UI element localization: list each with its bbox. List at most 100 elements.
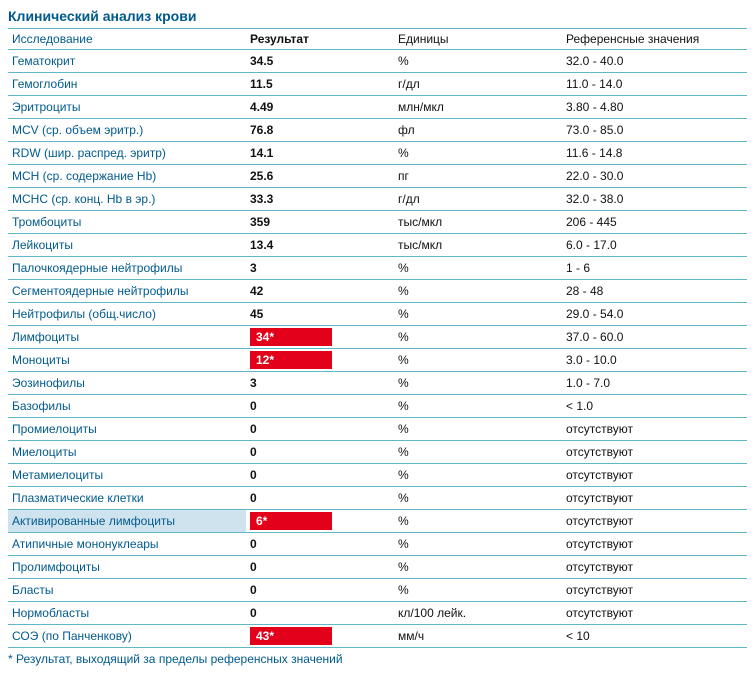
table-row: MCHC (ср. конц. Hb в эр.)33.3г/дл32.0 - …: [8, 188, 747, 211]
cell-result: 6*: [246, 510, 394, 533]
cell-reference: отсутствуют: [562, 533, 747, 556]
cell-reference: 11.0 - 14.0: [562, 73, 747, 96]
cell-result: 0: [246, 464, 394, 487]
col-header-reference: Референсные значения: [562, 29, 747, 50]
table-row: Миелоциты0%отсутствуют: [8, 441, 747, 464]
cell-test-name: Моноциты: [8, 349, 246, 372]
table-row: Метамиелоциты0%отсутствуют: [8, 464, 747, 487]
cell-units: тыс/мкл: [394, 211, 562, 234]
col-header-result: Результат: [246, 29, 394, 50]
cell-result: 33.3: [246, 188, 394, 211]
cell-units: %: [394, 303, 562, 326]
cell-reference: отсутствуют: [562, 441, 747, 464]
cell-units: %: [394, 579, 562, 602]
cell-test-name: Эозинофилы: [8, 372, 246, 395]
table-row: Нейтрофилы (общ.число)45%29.0 - 54.0: [8, 303, 747, 326]
cell-test-name: Эритроциты: [8, 96, 246, 119]
out-of-range-flag: 43*: [250, 627, 332, 645]
cell-result: 34*: [246, 326, 394, 349]
cell-result: 0: [246, 556, 394, 579]
cell-result: 42: [246, 280, 394, 303]
cell-test-name: Плазматические клетки: [8, 487, 246, 510]
cell-units: %: [394, 418, 562, 441]
lab-results-table: Исследование Результат Единицы Референсн…: [8, 28, 747, 648]
table-row: Эритроциты4.49млн/мкл3.80 - 4.80: [8, 96, 747, 119]
cell-test-name: Тромбоциты: [8, 211, 246, 234]
table-row: Гематокрит34.5%32.0 - 40.0: [8, 50, 747, 73]
cell-units: %: [394, 50, 562, 73]
cell-test-name: Метамиелоциты: [8, 464, 246, 487]
cell-reference: 1 - 6: [562, 257, 747, 280]
cell-test-name: Активированные лимфоциты: [8, 510, 246, 533]
table-row: Сегментоядерные нейтрофилы42%28 - 48: [8, 280, 747, 303]
cell-reference: 1.0 - 7.0: [562, 372, 747, 395]
cell-units: %: [394, 395, 562, 418]
cell-reference: 29.0 - 54.0: [562, 303, 747, 326]
table-row: Атипичные мононуклеары0%отсутствуют: [8, 533, 747, 556]
cell-result: 14.1: [246, 142, 394, 165]
cell-test-name: Нейтрофилы (общ.число): [8, 303, 246, 326]
cell-units: %: [394, 487, 562, 510]
cell-test-name: Гематокрит: [8, 50, 246, 73]
cell-result: 11.5: [246, 73, 394, 96]
cell-units: %: [394, 441, 562, 464]
cell-reference: 206 - 445: [562, 211, 747, 234]
table-row: MCV (ср. объем эритр.)76.8фл73.0 - 85.0: [8, 119, 747, 142]
cell-reference: отсутствуют: [562, 487, 747, 510]
table-row: Эозинофилы3%1.0 - 7.0: [8, 372, 747, 395]
cell-units: %: [394, 533, 562, 556]
cell-reference: отсутствуют: [562, 464, 747, 487]
cell-test-name: Промиелоциты: [8, 418, 246, 441]
cell-result: 0: [246, 579, 394, 602]
cell-units: г/дл: [394, 188, 562, 211]
cell-test-name: Сегментоядерные нейтрофилы: [8, 280, 246, 303]
cell-result: 3: [246, 372, 394, 395]
table-row: Лимфоциты34*%37.0 - 60.0: [8, 326, 747, 349]
cell-test-name: Гемоглобин: [8, 73, 246, 96]
cell-result: 0: [246, 395, 394, 418]
cell-units: %: [394, 280, 562, 303]
out-of-range-flag: 34*: [250, 328, 332, 346]
table-row: Пролимфоциты0%отсутствуют: [8, 556, 747, 579]
cell-units: %: [394, 464, 562, 487]
col-header-units: Единицы: [394, 29, 562, 50]
table-header-row: Исследование Результат Единицы Референсн…: [8, 29, 747, 50]
table-row: Базофилы0%< 1.0: [8, 395, 747, 418]
cell-reference: 28 - 48: [562, 280, 747, 303]
cell-test-name: Бласты: [8, 579, 246, 602]
cell-reference: отсутствуют: [562, 418, 747, 441]
cell-result: 25.6: [246, 165, 394, 188]
table-row: Нормобласты0кл/100 лейк.отсутствуют: [8, 602, 747, 625]
cell-test-name: Пролимфоциты: [8, 556, 246, 579]
cell-result: 0: [246, 441, 394, 464]
out-of-range-flag: 12*: [250, 351, 332, 369]
cell-units: кл/100 лейк.: [394, 602, 562, 625]
cell-result: 0: [246, 487, 394, 510]
report-title: Клинический анализ крови: [8, 8, 747, 24]
cell-units: тыс/мкл: [394, 234, 562, 257]
cell-units: мм/ч: [394, 625, 562, 648]
cell-units: %: [394, 372, 562, 395]
cell-result: 0: [246, 418, 394, 441]
cell-reference: 37.0 - 60.0: [562, 326, 747, 349]
cell-reference: 6.0 - 17.0: [562, 234, 747, 257]
table-row: СОЭ (по Панченкову)43*мм/ч< 10: [8, 625, 747, 648]
col-header-name: Исследование: [8, 29, 246, 50]
cell-reference: отсутствуют: [562, 602, 747, 625]
table-row: Плазматические клетки0%отсутствуют: [8, 487, 747, 510]
table-row: Лейкоциты13.4тыс/мкл6.0 - 17.0: [8, 234, 747, 257]
table-row: Бласты0%отсутствуют: [8, 579, 747, 602]
cell-units: г/дл: [394, 73, 562, 96]
cell-test-name: Лейкоциты: [8, 234, 246, 257]
cell-test-name: RDW (шир. распред. эритр): [8, 142, 246, 165]
cell-test-name: MCV (ср. объем эритр.): [8, 119, 246, 142]
cell-result: 43*: [246, 625, 394, 648]
table-row: Промиелоциты0%отсутствуют: [8, 418, 747, 441]
cell-reference: < 1.0: [562, 395, 747, 418]
cell-reference: отсутствуют: [562, 556, 747, 579]
cell-reference: 73.0 - 85.0: [562, 119, 747, 142]
cell-result: 34.5: [246, 50, 394, 73]
cell-test-name: Палочкоядерные нейтрофилы: [8, 257, 246, 280]
cell-result: 359: [246, 211, 394, 234]
cell-units: %: [394, 142, 562, 165]
